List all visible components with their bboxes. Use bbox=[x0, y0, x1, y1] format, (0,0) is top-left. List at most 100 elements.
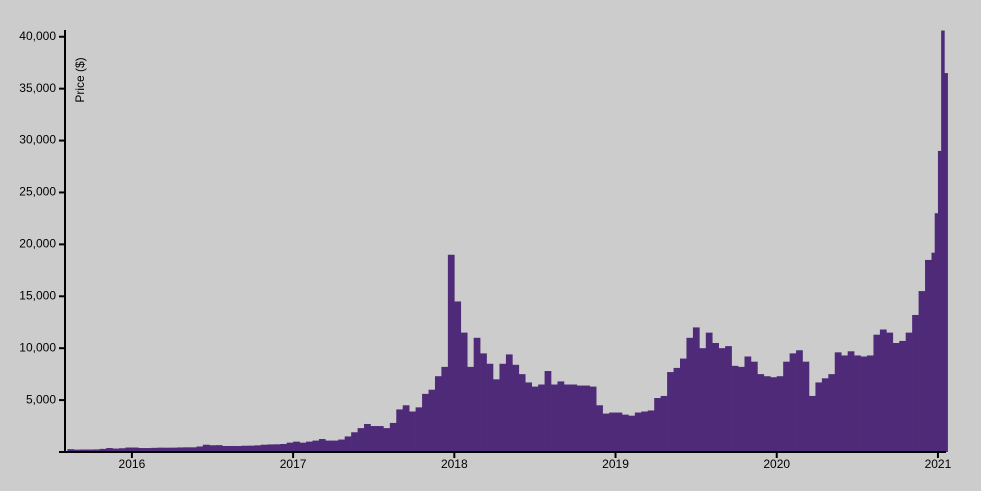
y-tick-label: 40,000 bbox=[19, 29, 56, 43]
bar bbox=[641, 411, 649, 452]
bar bbox=[596, 405, 603, 452]
bar bbox=[402, 405, 410, 452]
bar bbox=[934, 213, 939, 452]
bar bbox=[841, 355, 848, 452]
bar bbox=[654, 398, 661, 452]
bar bbox=[222, 445, 229, 452]
bar bbox=[925, 259, 932, 452]
bar bbox=[144, 448, 152, 452]
bar bbox=[383, 428, 391, 452]
y-tick-label: 25,000 bbox=[19, 185, 56, 199]
bar bbox=[725, 346, 732, 452]
x-tick-label: 2016 bbox=[119, 457, 146, 471]
bar bbox=[196, 446, 204, 452]
bar bbox=[396, 409, 404, 452]
bar bbox=[834, 352, 842, 452]
y-tick-label: 15,000 bbox=[19, 288, 56, 302]
bar bbox=[589, 386, 597, 452]
bar bbox=[583, 385, 591, 452]
x-tick-label: 2020 bbox=[763, 457, 790, 471]
bar bbox=[879, 329, 887, 452]
x-tick-label: 2019 bbox=[602, 457, 629, 471]
bar bbox=[493, 379, 500, 452]
y-tick-label: 5,000 bbox=[26, 392, 56, 406]
bar bbox=[905, 332, 913, 452]
bar bbox=[460, 332, 468, 452]
bar bbox=[202, 444, 210, 452]
bar bbox=[351, 432, 358, 452]
bar bbox=[628, 415, 636, 452]
bar bbox=[247, 445, 255, 452]
bar bbox=[647, 410, 655, 452]
y-tick-label: 35,000 bbox=[19, 81, 56, 95]
bar bbox=[828, 374, 836, 452]
bar bbox=[912, 314, 919, 452]
bar bbox=[738, 366, 745, 452]
bar bbox=[609, 412, 616, 452]
bar bbox=[86, 449, 94, 452]
bar bbox=[763, 376, 771, 452]
bar bbox=[273, 444, 281, 452]
bar bbox=[364, 423, 371, 452]
bar bbox=[563, 384, 571, 452]
bar bbox=[802, 361, 810, 452]
bar bbox=[854, 355, 861, 452]
bar bbox=[886, 332, 894, 452]
bar bbox=[235, 446, 242, 452]
bar bbox=[576, 385, 584, 452]
bar bbox=[189, 447, 197, 452]
bar bbox=[712, 342, 719, 452]
bar bbox=[937, 150, 942, 452]
bar bbox=[325, 440, 333, 452]
bar bbox=[873, 334, 881, 452]
bar bbox=[867, 355, 874, 452]
bar bbox=[241, 445, 249, 452]
bar bbox=[705, 332, 713, 452]
bar bbox=[615, 412, 623, 452]
bar bbox=[376, 426, 384, 452]
x-tick-label: 2021 bbox=[925, 457, 952, 471]
bar bbox=[750, 361, 758, 452]
bar bbox=[557, 381, 565, 452]
bar bbox=[344, 436, 352, 452]
bar bbox=[692, 327, 700, 452]
bar bbox=[280, 444, 287, 452]
bar bbox=[467, 366, 474, 452]
x-tick-label: 2018 bbox=[441, 457, 468, 471]
bar bbox=[538, 384, 545, 452]
y-tick-label: 10,000 bbox=[19, 340, 56, 354]
bar bbox=[228, 445, 236, 452]
bar bbox=[73, 449, 81, 452]
x-tick-label: 2017 bbox=[280, 457, 307, 471]
bar bbox=[209, 445, 217, 452]
bar bbox=[312, 440, 320, 452]
bar bbox=[796, 350, 803, 452]
bar bbox=[131, 447, 139, 452]
bar bbox=[112, 448, 120, 452]
bar bbox=[621, 414, 629, 452]
bar bbox=[660, 395, 668, 452]
bar bbox=[93, 449, 100, 452]
bar bbox=[544, 371, 552, 452]
bar bbox=[99, 448, 107, 452]
bar bbox=[318, 439, 326, 452]
bar bbox=[447, 254, 455, 452]
bar bbox=[267, 444, 275, 452]
bar bbox=[757, 374, 765, 452]
bar bbox=[602, 413, 610, 452]
bar bbox=[667, 372, 674, 452]
bar bbox=[164, 447, 171, 452]
bar bbox=[505, 354, 513, 452]
y-tick-label: 30,000 bbox=[19, 133, 56, 147]
bar bbox=[847, 351, 855, 452]
bar bbox=[306, 441, 313, 452]
bar bbox=[441, 366, 449, 452]
bar bbox=[260, 444, 268, 452]
bar bbox=[177, 447, 184, 452]
bar bbox=[570, 384, 578, 452]
bar bbox=[299, 442, 307, 452]
bar bbox=[286, 442, 294, 452]
bar bbox=[789, 353, 797, 452]
bar bbox=[551, 384, 558, 452]
